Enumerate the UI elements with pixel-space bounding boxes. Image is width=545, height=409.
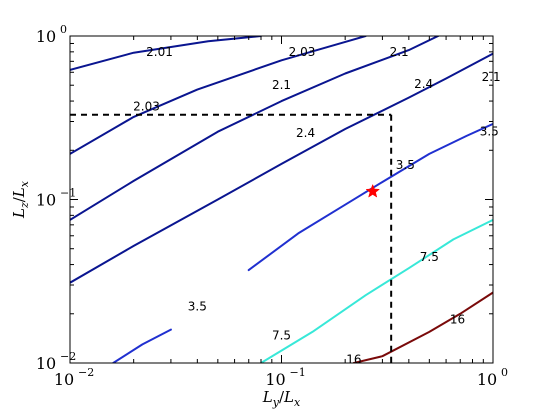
x-tick-label: 10 — [54, 370, 74, 389]
x-tick-label: 10 — [265, 370, 285, 389]
x-tick-exponent: −1 — [290, 366, 306, 379]
y-axis-label: Lz/Lx — [10, 180, 31, 219]
contour-label: 7.5 — [420, 250, 439, 264]
y-tick-label: 10 — [36, 354, 56, 373]
y-tick-exponent: −2 — [60, 350, 76, 363]
reference-lines — [70, 113, 393, 363]
y-tick-label: 10 — [36, 191, 56, 210]
y-tick-label: 10 — [36, 27, 56, 46]
axis-ticks: 10 −2 10 −1 10 0 10 −2 10 −1 10 0 — [36, 23, 508, 389]
contour-label: 2.01 — [146, 45, 173, 59]
contour-labels: 2.01 2.03 2.1 2.1 2.03 2.1 2.4 2.4 3.5 3.5 3.5 7.5 7… — [133, 45, 501, 367]
contour-label: 2.1 — [482, 70, 501, 84]
x-axis-label: Ly/Lx — [262, 388, 301, 409]
contour-label: 3.5 — [480, 125, 499, 139]
x-tick-label: 10 — [477, 370, 497, 389]
contour-label: 7.5 — [272, 329, 291, 343]
contour-label: 2.03 — [289, 45, 316, 59]
star-marker — [365, 183, 381, 198]
contour-line-2_4 — [70, 52, 493, 284]
contour-label: 2.1 — [390, 45, 409, 59]
y-tick-exponent: −1 — [60, 187, 76, 200]
contour-label: 3.5 — [396, 158, 415, 172]
contour-lines — [70, 36, 493, 363]
contour-label: 16 — [346, 353, 361, 367]
contour-label: 2.4 — [414, 77, 433, 91]
y-tick-exponent: 0 — [60, 23, 67, 36]
contour-label: 16 — [450, 313, 465, 327]
contour-label: 2.03 — [133, 100, 160, 114]
contour-label: 2.4 — [296, 126, 315, 140]
contour-line-3_5 — [112, 328, 172, 363]
contour-line-2_1 — [70, 36, 440, 221]
contour-label: 3.5 — [188, 300, 207, 314]
contour-line-2_03 — [70, 36, 367, 155]
contour-line-3_5 — [247, 122, 493, 272]
contour-line-7_5 — [260, 218, 493, 363]
marker-group — [365, 183, 381, 198]
x-tick-exponent: 0 — [501, 366, 508, 379]
contour-label: 2.1 — [272, 78, 291, 92]
x-tick-exponent: −2 — [78, 366, 94, 379]
contour-line-16 — [352, 291, 493, 363]
